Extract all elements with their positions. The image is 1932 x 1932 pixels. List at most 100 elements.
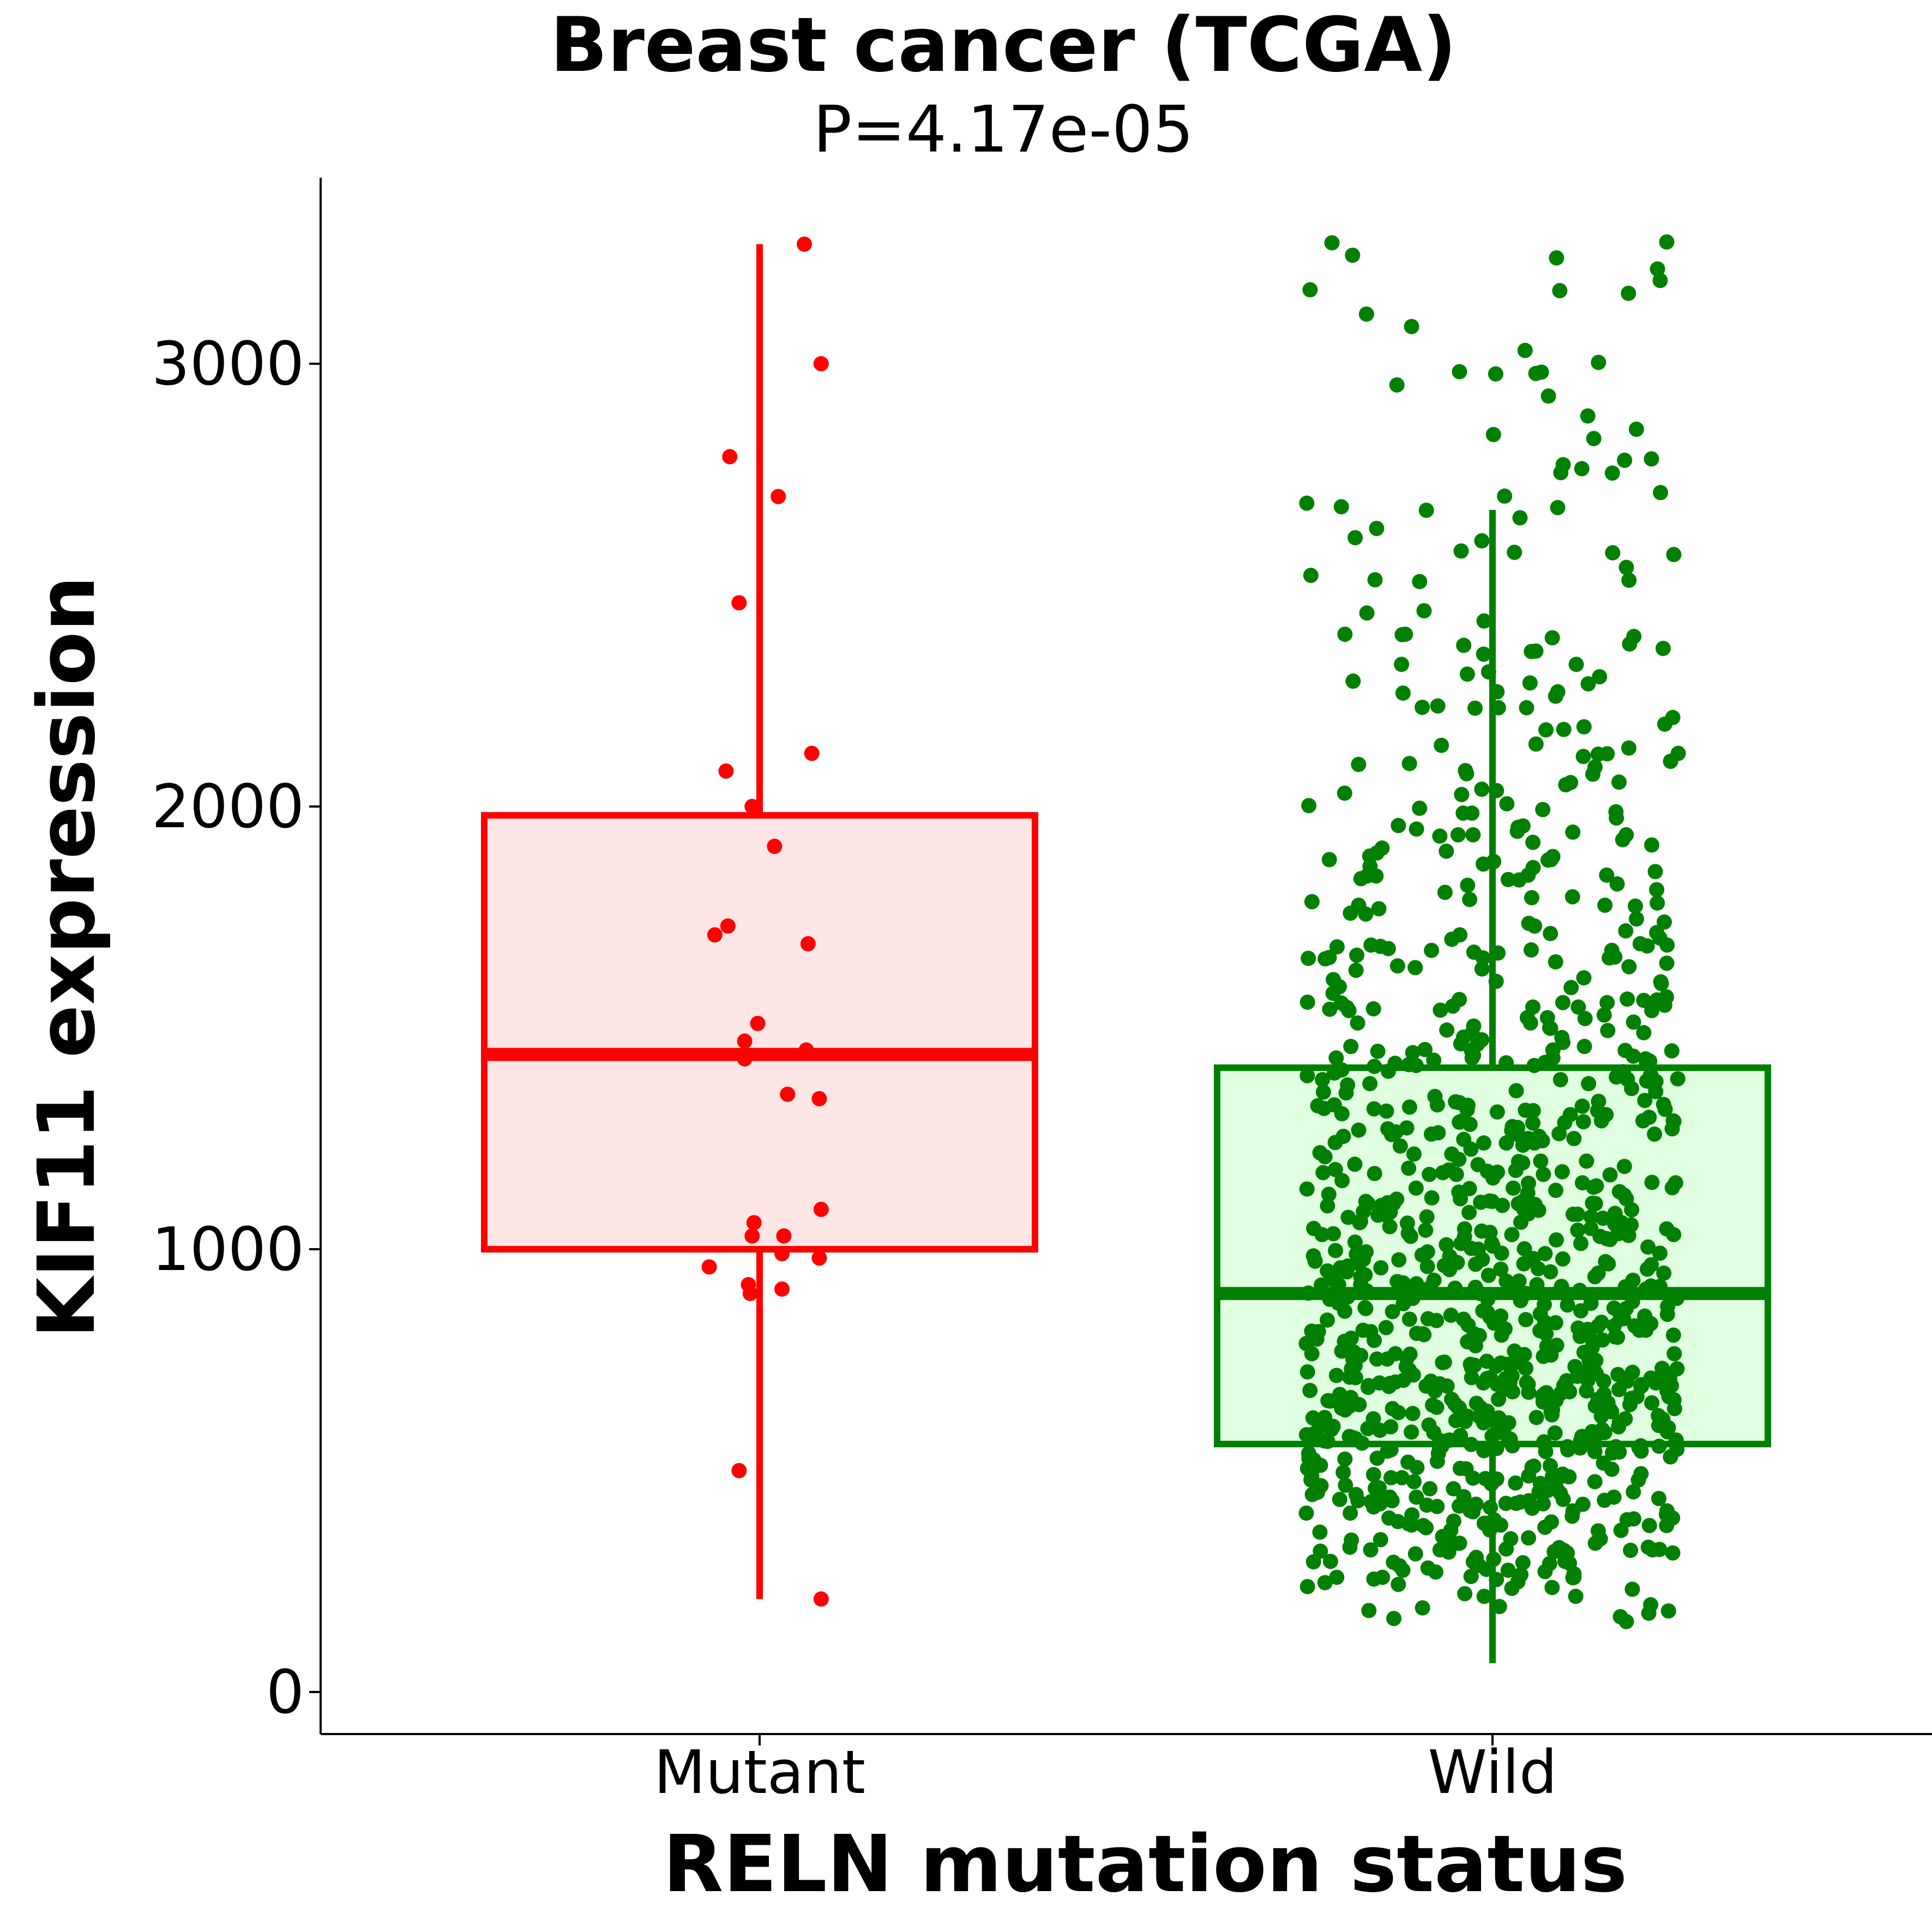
wild-point-15 [1600,1022,1616,1038]
wild-point-784 [1333,499,1349,515]
wild-point-588 [1354,1435,1370,1451]
wild-point-487 [1369,1351,1385,1367]
wild-point-787 [1404,1507,1420,1523]
y-tick-label-2000: 2000 [152,772,304,841]
wild-point-18 [1334,1173,1350,1189]
wild-point-413 [1580,676,1596,692]
wild-point-736 [1524,643,1539,659]
mutant-point-12 [750,1015,766,1031]
wild-point-238 [1347,530,1363,546]
wild-point-890 [1659,1221,1675,1237]
wild-point-206 [1644,451,1659,467]
y-tick-label-3000: 3000 [152,329,304,399]
wild-point-513 [1452,364,1467,380]
wild-point-716 [1440,1528,1456,1544]
wild-point-140 [1363,1542,1379,1558]
wild-point-219 [1395,685,1411,701]
wild-point-643 [1419,1497,1435,1513]
wild-point-232 [1651,1439,1667,1454]
wild-point-51 [1550,499,1566,515]
wild-point-941 [1497,488,1513,504]
wild-point-469 [1547,1425,1563,1441]
wild-point-108 [1408,1180,1424,1196]
wild-point-925 [1326,1226,1341,1242]
wild-point-116 [1548,688,1563,704]
wild-point-208 [1476,1588,1492,1604]
wild-point-681 [1474,533,1490,549]
mutant-point-5 [804,745,820,761]
wild-point-198 [1430,698,1446,714]
wild-point-408 [1535,802,1551,817]
wild-point-680 [1590,747,1606,762]
wild-point-215 [1480,664,1496,680]
wild-point-608 [1453,1428,1468,1443]
wild-point-511 [1375,1569,1391,1585]
wild-point-34 [1373,1260,1389,1276]
wild-point-171 [1489,783,1504,798]
wild-point-582 [1313,1478,1329,1494]
wild-point-745 [1358,906,1374,922]
wild-point-1006 [1604,465,1620,481]
wild-point-641 [1640,1239,1656,1255]
mutant-point-29 [813,1591,829,1607]
wild-point-899 [1439,1022,1455,1038]
wild-point-631 [1653,485,1669,501]
wild-point-614 [1659,234,1675,250]
wild-point-737 [1617,453,1633,468]
wild-point-915 [1453,1036,1468,1052]
wild-point-185 [1476,1443,1492,1459]
wild-point-807 [1639,1261,1655,1277]
wild-point-972 [1329,1569,1345,1585]
wild-point-750 [1485,426,1501,442]
wild-point-926 [1478,1561,1494,1577]
wild-point-261 [1511,872,1527,888]
wild-point-685 [1537,1386,1553,1401]
wild-point-993 [1383,1470,1399,1485]
wild-point-781 [1504,1119,1520,1135]
wild-point-690 [1573,1236,1589,1251]
wild-point-579 [1456,1221,1472,1237]
wild-point-933 [1371,901,1387,917]
wild-point-239 [1323,1422,1339,1437]
wild-point-835 [1415,1600,1430,1616]
x-tick-label-mutant: Mutant [654,1737,865,1807]
wild-point-44 [1424,942,1440,958]
wild-point-1039 [1447,1396,1462,1412]
wild-point-609 [1492,1517,1508,1533]
wild-point-225 [1548,954,1563,970]
wild-point-955 [1441,1162,1456,1178]
wild-point-440 [1417,1042,1433,1057]
wild-point-913 [1538,1443,1554,1459]
wild-point-543 [1479,1353,1495,1369]
wild-point-719 [1407,960,1423,976]
wild-point-214 [1644,1395,1660,1411]
wild-point-1007 [1524,890,1539,906]
wild-point-707 [1670,1071,1686,1087]
wild-point-985 [1604,1404,1620,1419]
mutant-point-21 [776,1228,792,1244]
wild-point-780 [1432,1542,1448,1558]
wild-point-655 [1588,1178,1604,1194]
wild-point-58 [1328,1243,1344,1259]
wild-point-627 [1543,1514,1559,1530]
wild-point-144 [1644,837,1659,853]
wild-point-1037 [1499,796,1515,812]
wild-point-720 [1299,1364,1315,1380]
wild-point-920 [1476,1135,1491,1151]
wild-point-200 [1649,882,1665,898]
wild-point-792 [1515,1555,1531,1570]
wild-point-755 [1521,916,1537,931]
mutant-point-11 [800,936,816,952]
wild-point-1045 [1498,1371,1514,1387]
wild-point-407 [1489,1572,1504,1587]
wild-point-934 [1542,1458,1558,1473]
wild-point-7 [1343,1505,1358,1521]
mutant-point-26 [742,1286,758,1302]
wild-point-17 [1587,1474,1603,1490]
wild-point-743 [1402,1346,1418,1362]
wild-point-568 [1463,1141,1479,1157]
wild-point-779 [1557,1115,1573,1130]
wild-point-414 [1659,955,1675,971]
wild-point-1021 [1624,1364,1640,1380]
